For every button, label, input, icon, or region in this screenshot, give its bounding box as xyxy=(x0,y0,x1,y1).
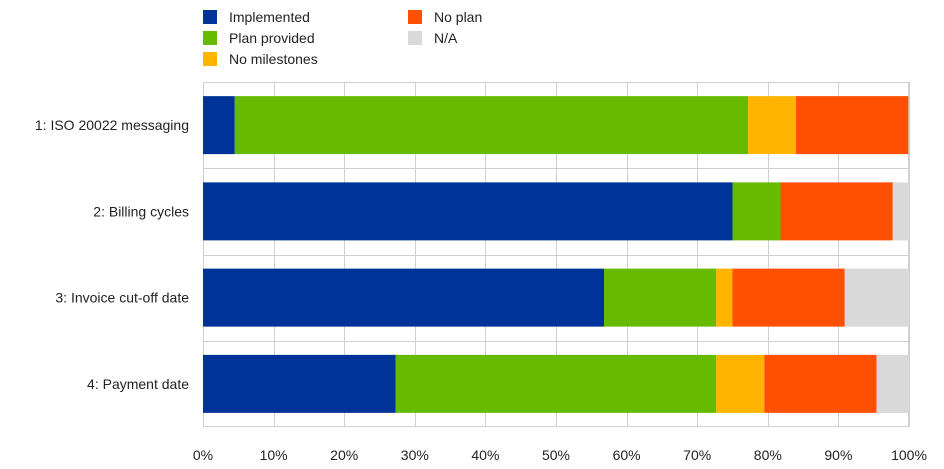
x-tick-label-30: 30% xyxy=(401,447,429,463)
legend-label-plan-provided: Plan provided xyxy=(229,30,315,46)
legend-swatch-implemented xyxy=(203,10,217,24)
x-tick-label-90: 90% xyxy=(824,447,852,463)
bar-no-plan-3 xyxy=(732,268,845,327)
bar-plan-provided-1 xyxy=(234,96,749,155)
legend-item-no-plan: No plan xyxy=(408,8,482,26)
bar-plan-provided-2 xyxy=(732,182,781,241)
bar-n-a-3 xyxy=(844,268,909,327)
legend-swatch-no-plan xyxy=(408,10,422,24)
legend-item-plan-provided: Plan provided xyxy=(203,29,315,47)
bar-no-milestones-1 xyxy=(748,96,797,155)
x-tick-label-50: 50% xyxy=(542,447,570,463)
legend-label-no-plan: No plan xyxy=(434,9,483,25)
x-tick-label-70: 70% xyxy=(683,447,711,463)
bar-no-milestones-3 xyxy=(716,268,733,327)
x-tick-label-80: 80% xyxy=(754,447,782,463)
bar-plan-provided-3 xyxy=(604,268,717,327)
x-tick-label-10: 10% xyxy=(260,447,288,463)
bar-n-a-2 xyxy=(892,182,909,241)
legend-item-n-a: N/A xyxy=(408,29,457,47)
legend-swatch-n-a xyxy=(408,31,422,45)
bar-no-plan-4 xyxy=(764,354,877,413)
legend-swatch-no-milestones xyxy=(203,52,217,66)
x-tick-label-20: 20% xyxy=(330,447,358,463)
legend-label-no-milestones: No milestones xyxy=(229,51,318,67)
chart-legend: Implemented Plan provided No milestones No … xyxy=(203,6,543,68)
legend-label-implemented: Implemented xyxy=(229,9,310,25)
bar-plan-provided-4 xyxy=(395,354,717,413)
bar-implemented-2 xyxy=(203,182,733,241)
bar-implemented-3 xyxy=(203,268,605,327)
bar-implemented-1 xyxy=(203,96,235,155)
bar-no-plan-2 xyxy=(780,182,893,241)
bar-no-plan-1 xyxy=(796,96,909,155)
y-category-label-3: 3: Invoice cut-off date xyxy=(55,290,189,306)
legend-item-no-milestones: No milestones xyxy=(203,50,318,68)
bar-implemented-4 xyxy=(203,354,396,413)
x-tick-label-0: 0% xyxy=(193,447,213,463)
bar-no-milestones-4 xyxy=(716,354,765,413)
x-tick-label-100: 100% xyxy=(891,447,927,463)
x-tick-label-60: 60% xyxy=(613,447,641,463)
x-tick-label-40: 40% xyxy=(471,447,499,463)
y-category-label-4: 4: Payment date xyxy=(87,376,189,392)
bar-n-a-4 xyxy=(876,354,909,413)
legend-swatch-plan-provided xyxy=(203,31,217,45)
legend-label-n-a: N/A xyxy=(434,30,458,46)
y-category-label-1: 1: ISO 20022 messaging xyxy=(35,117,189,133)
legend-item-implemented: Implemented xyxy=(203,8,310,26)
y-category-label-2: 2: Billing cycles xyxy=(93,203,189,219)
